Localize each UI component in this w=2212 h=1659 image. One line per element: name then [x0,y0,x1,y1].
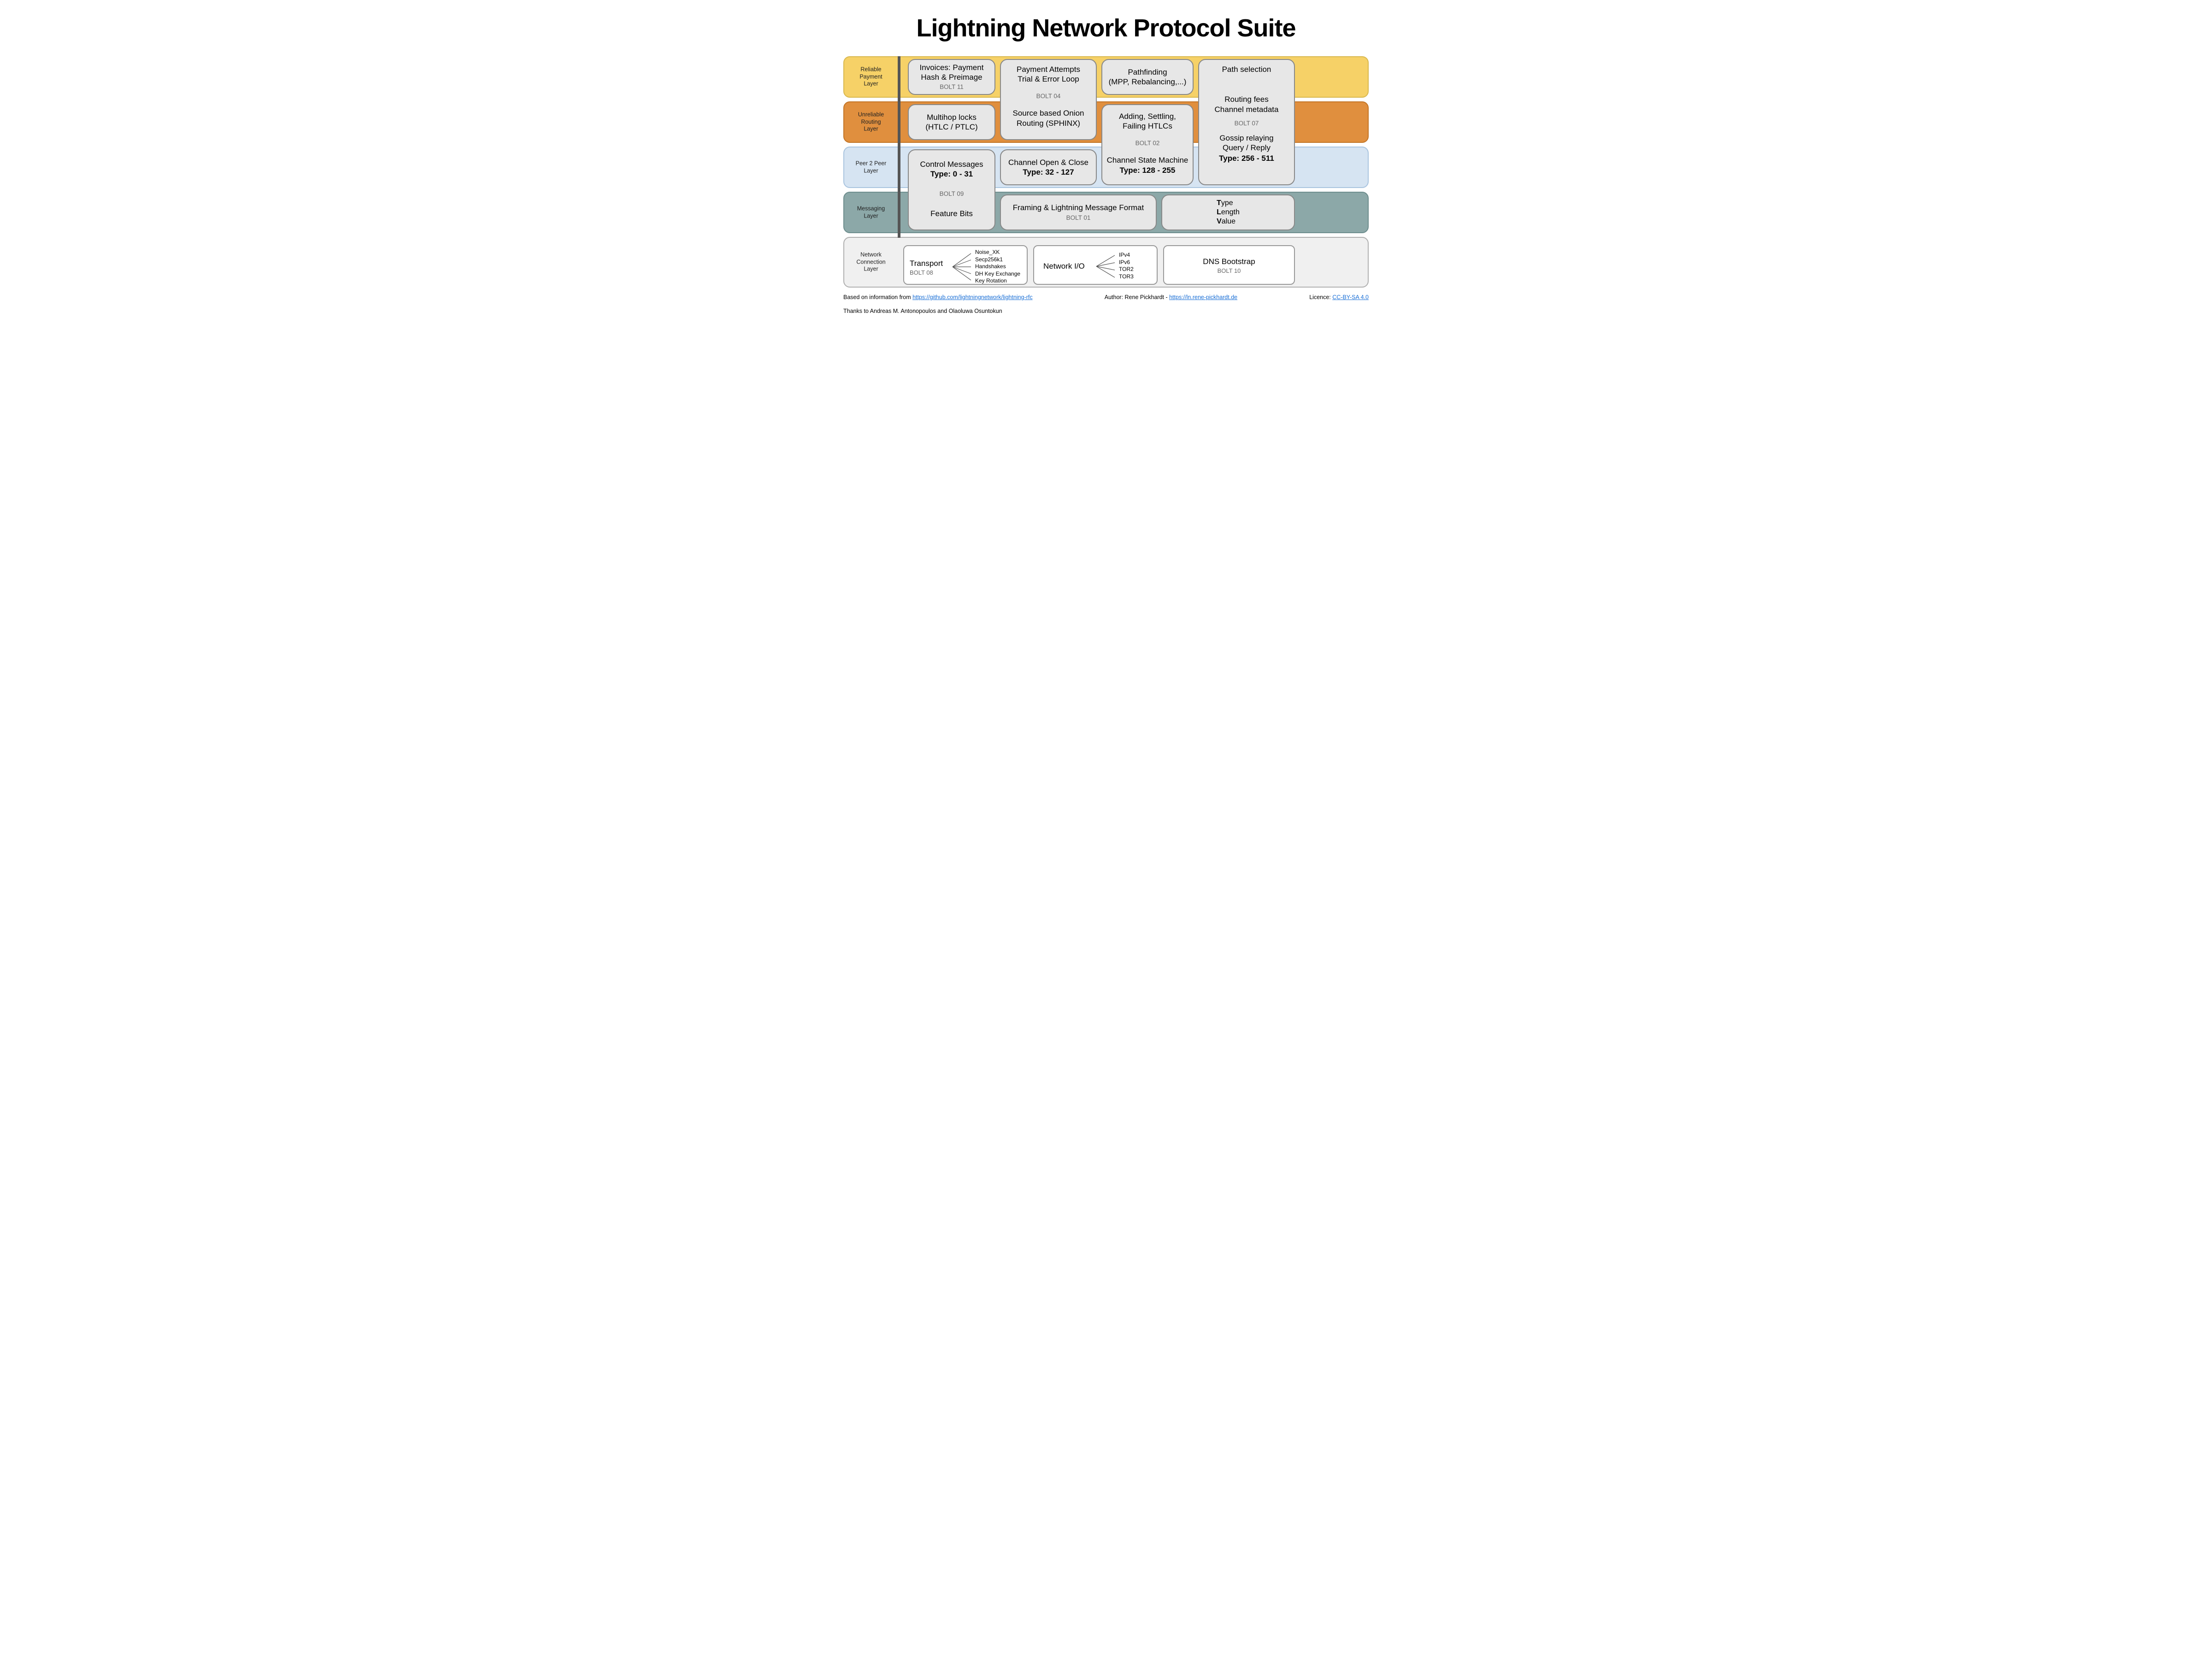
netio-items: IPv4 IPv6 TOR2 TOR3 [1119,252,1134,280]
box-transport: Transport BOLT 08 Noise_XK Secp256k1 Han… [903,245,1028,285]
layer-label-p2p: Peer 2 PeerLayer [848,160,894,174]
layer-label-network: NetworkConnectionLayer [848,252,894,273]
footer: Based on information from https://github… [843,294,1369,300]
box-invoices: Invoices: Payment Hash & Preimage BOLT 1… [908,59,995,95]
box-network-io: Network I/O IPv4 IPv6 TOR2 TOR3 [1033,245,1158,285]
layer-label-reliable: ReliablePaymentLayer [848,66,894,88]
fan-icon [950,251,973,283]
box-htlcs: Adding, Settling, Failing HTLCs BOLT 02 … [1101,104,1194,185]
page-title: Lightning Network Protocol Suite [843,14,1369,42]
layer-stack: ReliablePaymentLayer UnreliableRoutingLa… [843,56,1369,288]
box-dns-bootstrap: DNS Bootstrap BOLT 10 [1163,245,1295,285]
box-tlv: Type Length Value [1161,194,1295,230]
footer-licence: Licence: CC-BY-SA 4.0 [1309,294,1369,300]
box-channel-open-close: Channel Open & Close Type: 32 - 127 [1000,149,1097,185]
fan-icon [1094,253,1117,280]
transport-items: Noise_XK Secp256k1 Handshakes DH Key Exc… [975,249,1020,285]
box-pathfinding: Pathfinding (MPP, Rebalancing,...) [1101,59,1194,95]
footer-thanks: Thanks to Andreas M. Antonopoulos and Ol… [843,308,1369,314]
box-framing: Framing & Lightning Message Format BOLT … [1000,194,1157,230]
layer-label-unreliable: UnreliableRoutingLayer [848,112,894,133]
box-multihop-locks: Multihop locks (HTLC / PTLC) [908,104,995,140]
link-author[interactable]: https://ln.rene-pickhardt.de [1169,294,1237,300]
vertical-divider [898,56,900,238]
box-control-messages: Control Messages Type: 0 - 31 BOLT 09 Fe… [908,149,995,230]
box-payment-attempts: Payment Attempts Trial & Error Loop BOLT… [1000,59,1097,140]
layer-label-messaging: MessagingLayer [848,205,894,219]
box-path-selection: Path selection Routing fees Channel meta… [1198,59,1295,185]
link-licence[interactable]: CC-BY-SA 4.0 [1332,294,1369,300]
footer-based-on: Based on information from https://github… [843,294,1033,300]
link-rfc[interactable]: https://github.com/lightningnetwork/ligh… [912,294,1033,300]
footer-author: Author: Rene Pickhardt - https://ln.rene… [1105,294,1237,300]
